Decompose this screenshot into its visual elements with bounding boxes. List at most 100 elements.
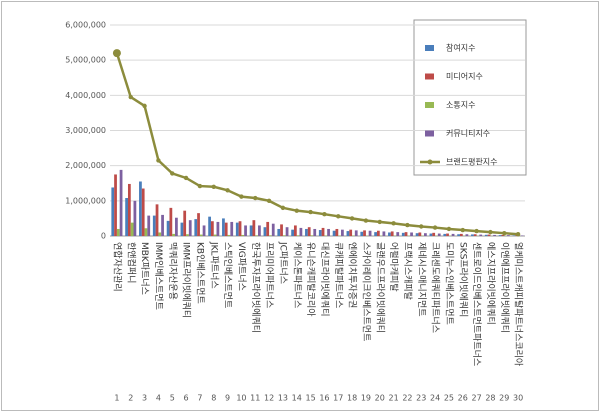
x-tick-label: 어펄마캐피탈	[388, 242, 400, 292]
bar	[471, 234, 474, 236]
bar	[291, 230, 294, 236]
bar	[269, 235, 272, 236]
bar	[460, 234, 463, 236]
bar	[203, 225, 206, 236]
line-point	[516, 232, 520, 236]
line-point	[212, 185, 216, 189]
legend-label: 참여지수	[446, 43, 475, 53]
bar	[333, 231, 336, 236]
line-point	[433, 225, 437, 229]
rank-label: 1	[114, 394, 119, 403]
line-point	[198, 184, 202, 188]
x-tick-label: 큐캐피탈파트너스	[333, 242, 344, 308]
bar	[142, 189, 145, 236]
bar	[457, 234, 460, 236]
x-tick-label: 스틱인베스트먼트	[222, 242, 234, 308]
bar	[239, 221, 242, 236]
bar	[388, 232, 391, 236]
bar	[347, 231, 350, 236]
legend-swatch	[425, 131, 434, 137]
bar	[283, 235, 286, 236]
x-tick-label: 글랜우드프라이빗에쿼티	[374, 242, 385, 333]
line-point	[336, 214, 340, 218]
bar	[488, 235, 491, 236]
line-point	[502, 231, 506, 235]
bar	[479, 235, 482, 236]
rank-label: 17	[333, 394, 343, 403]
x-tick-label: 이앤에프프라이빗에쿼티	[499, 242, 510, 333]
rank-label: 18	[347, 394, 357, 403]
bar	[131, 223, 134, 236]
bar	[369, 231, 372, 236]
bar	[181, 223, 184, 236]
bar	[189, 220, 192, 236]
line-point	[322, 212, 326, 216]
bar	[327, 229, 330, 236]
legend-label: 커뮤니티지수	[446, 128, 490, 138]
rank-label: 10	[236, 394, 246, 403]
bar	[405, 232, 408, 236]
bar	[222, 218, 225, 236]
line-point	[170, 171, 174, 175]
bar	[305, 229, 308, 236]
rank-label: 7	[197, 394, 202, 403]
rank-label: 24	[430, 394, 440, 403]
bar	[145, 228, 148, 236]
rank-label: 29	[499, 394, 509, 403]
bar	[410, 232, 413, 236]
x-tick-label: 유니슨캐피탈코리아	[305, 242, 316, 317]
bar	[374, 232, 377, 236]
bar	[396, 232, 399, 236]
line-point	[488, 230, 492, 234]
y-tick-label: 2,000,000	[65, 161, 106, 170]
bar	[230, 222, 233, 236]
line-point	[364, 218, 368, 222]
x-tick-label: 엔에이치투자증권	[347, 242, 359, 308]
bar	[313, 229, 316, 236]
y-tick-label: 1,000,000	[65, 196, 106, 205]
x-tick-label: 한앤컴퍼니	[125, 242, 137, 283]
line-point	[281, 206, 285, 210]
x-tick-label: 한국투자프라이빗에쿼티	[250, 242, 261, 333]
legend-label: 브랜드평판지수	[446, 157, 498, 167]
bar	[244, 225, 247, 236]
bar	[352, 235, 355, 236]
bar	[214, 235, 217, 236]
bar	[294, 225, 297, 236]
x-tick-label: MBK파트너스	[139, 242, 150, 295]
bar	[250, 225, 253, 236]
bar	[128, 184, 131, 236]
bar	[228, 235, 231, 236]
x-tick-label: JC파트너스	[277, 241, 288, 284]
line-point	[474, 229, 478, 233]
bar	[147, 216, 150, 236]
line-point	[447, 227, 451, 231]
bar	[443, 234, 446, 236]
rank-label: 12	[264, 394, 274, 403]
y-tick-label: 0	[101, 232, 106, 241]
x-tick-label: 대신프라이빗에쿼티	[319, 242, 330, 317]
bar	[194, 219, 197, 236]
x-tick-label: 연합자산관리	[111, 242, 122, 292]
bar	[377, 231, 380, 236]
bar	[424, 233, 427, 236]
rank-label: 27	[471, 394, 481, 403]
x-tick-label: IMM프라이빗에쿼티	[181, 242, 192, 318]
bar	[266, 222, 269, 236]
line-point	[113, 49, 121, 57]
line-point	[142, 104, 146, 108]
bar	[363, 230, 366, 236]
legend-label: 소통지수	[446, 101, 475, 110]
x-tick-label: SKS프라이빗에쿼티	[457, 242, 468, 317]
x-tick-label: VIG파트너스	[236, 242, 247, 291]
bar	[125, 198, 128, 236]
bar	[300, 228, 303, 236]
bar	[391, 231, 394, 236]
rank-label: 3	[142, 394, 147, 403]
bar	[280, 224, 283, 236]
x-tick-label: 스카이레이크인베스트먼트	[360, 242, 371, 341]
x-tick-label: 프랙시스캐피탈	[402, 242, 413, 300]
line-point	[391, 221, 395, 225]
x-tick-label: KB인베스트먼트	[194, 242, 205, 304]
bar	[236, 223, 239, 236]
